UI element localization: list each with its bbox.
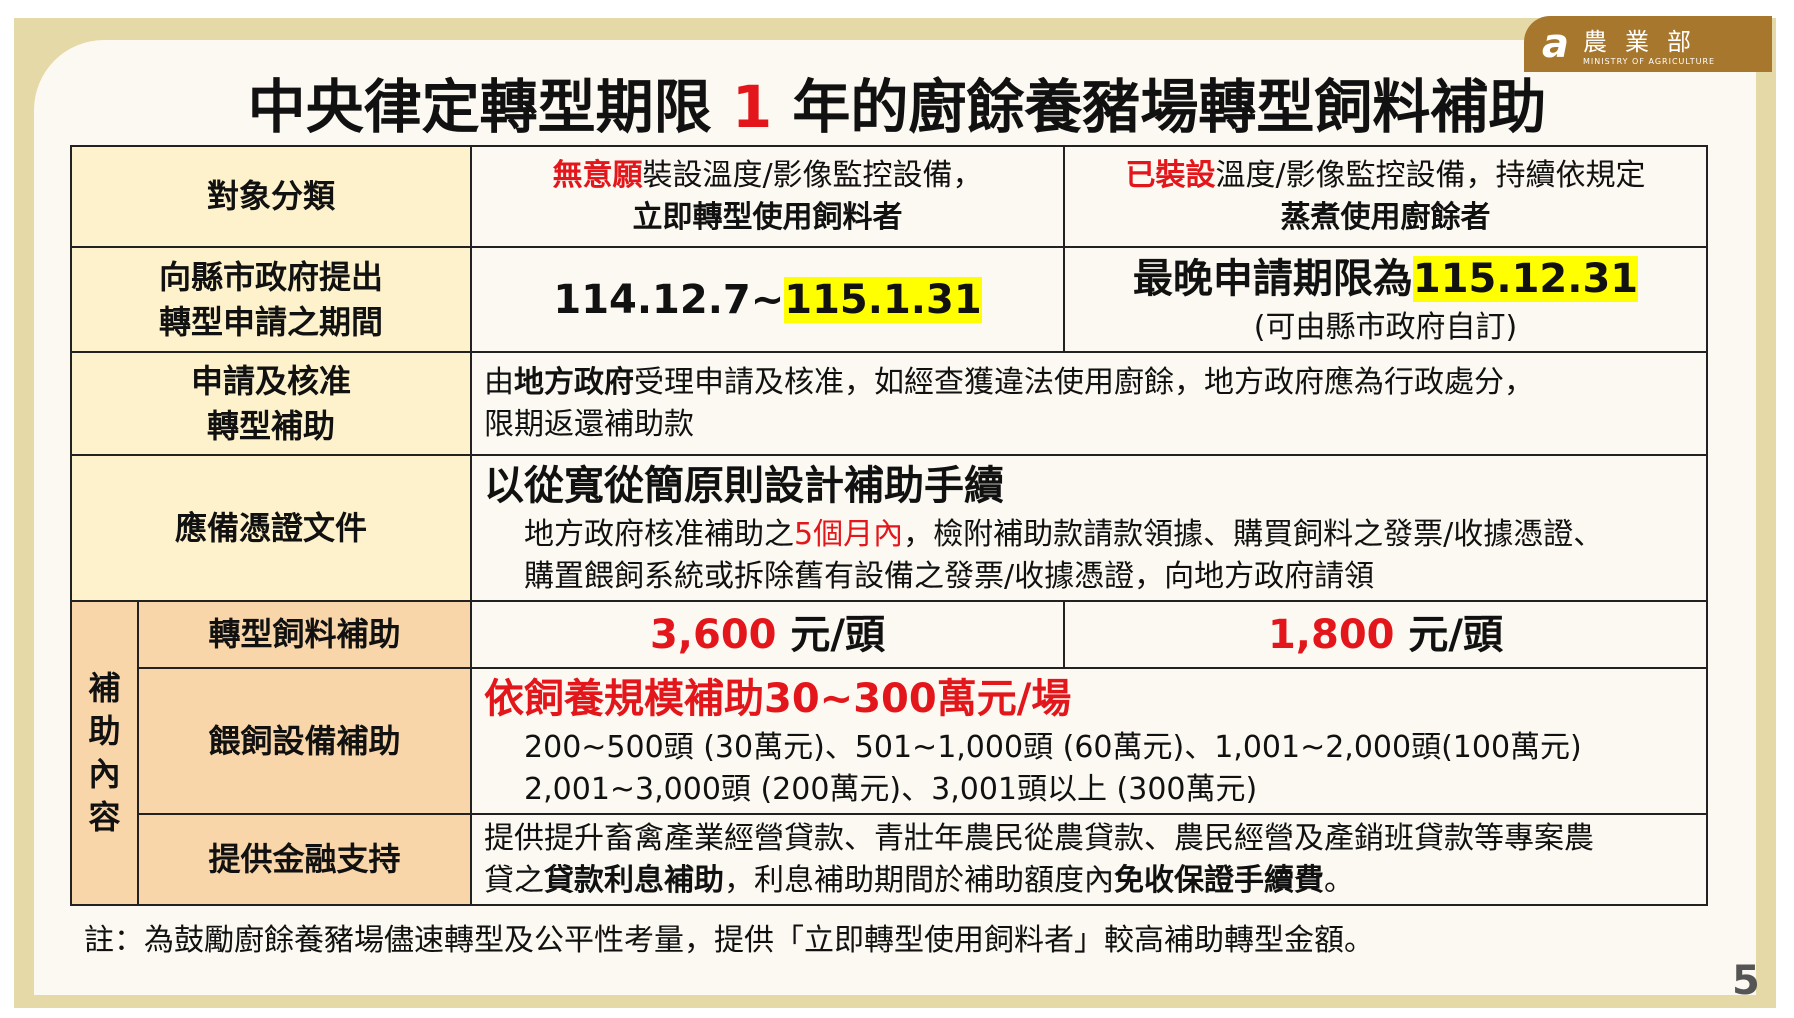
subsidy-table: 對象分類 無意願裝設溫度/影像監控設備， 立即轉型使用飼料者 已裝設溫度/影像監控… [69,145,1708,906]
amount: 1,800 [1267,611,1395,658]
group-label: 補助內容 [70,600,139,906]
table-row: 餵飼設備補助 依飼養規模補助30~300萬元/場 200~500頭 (30萬元)、… [71,667,1708,815]
cell: 提供提升畜禽產業經營貸款、青壯年農民從農貸款、農民經營及產銷班貸款等專案農 貸之貸… [470,813,1708,906]
table-row: 向縣市政府提出 轉型申請之期間 114.12.7~115.1.31 最晚申請期限為… [69,246,1708,353]
table-row: 補助內容 轉型飼料補助 3,600 元/頭 1,800 元/頭 [70,600,1708,906]
text: 裝設溫度/影像監控設備， [642,157,983,193]
text: 立即轉型使用飼料者 [632,199,903,235]
text: ，檢附補助款請款領據、購買飼料之發票/收據憑證、 [903,517,1604,552]
cell: 無意願裝設溫度/影像監控設備， 立即轉型使用飼料者 [470,145,1066,248]
cell: 已裝設溫度/影像監控設備，持續依規定蒸煮使用廚餘者 [1063,145,1708,248]
text: (可由縣市政府自訂) [1253,309,1518,345]
highlight-date: 115.12.31 [1412,255,1639,302]
text: 提供提升畜禽產業經營貸款、青壯年農民從農貸款、農民經營及產銷班貸款等專案農 [484,820,1595,856]
row-label: 對象分類 [69,145,473,248]
text: 。 [1324,862,1355,898]
text: 向縣市政府提出 [159,257,384,296]
unit: 元/頭 [776,611,886,658]
text: 依飼養規模補助30~300萬元/場 [484,676,1072,722]
red-text: 已裝設 [1125,157,1216,193]
cell: 由地方政府受理申請及核准，如經查獲違法使用廚餘，地方政府應為行政處分， 限期返還補… [470,351,1708,456]
text: 溫度/影像監控設備，持續依規定 [1215,157,1646,193]
table-row: 申請及核准轉型補助 由地方政府受理申請及核准，如經查獲違法使用廚餘，地方政府應為… [69,351,1708,456]
text: 200~500頭 (30萬元)、501~1,000頭 (60萬元)、1,001~… [524,730,1582,765]
text: 由 [484,364,515,400]
ministry-logo: a 農業部 MINISTRY OF AGRICULTURE [1524,16,1772,72]
text: 地方政府核准補助之 [524,517,795,552]
page-number: 5 [1732,958,1760,1004]
text: 免收保證手續費 [1114,862,1325,898]
title-post: 年的廚餘養豬場轉型飼料補助 [772,73,1547,141]
text: 以從寬從簡原則設計補助手續 [484,463,1005,509]
title-num: 1 [731,73,773,141]
red-text: 無意願 [552,157,643,193]
row-label: 申請及核准 轉型補助 [69,351,473,456]
logo-emblem-icon: a [1542,21,1569,67]
text: ，利息補助期間於補助額度內 [724,862,1115,898]
highlight-date: 115.1.31 [784,276,982,323]
text: 受理申請及核准，如經查獲違法使用廚餘，地方政府應為行政處分， [634,364,1535,400]
row-label: 應備憑證文件 [69,454,473,602]
row-label: 向縣市政府提出 轉型申請之期間 [69,246,473,353]
text: 2,001~3,000頭 (200萬元)、3,001頭以上 (300萬元) [524,772,1258,807]
title-pre: 中央律定轉型期限 [247,73,732,141]
text: 內 [88,755,121,793]
text: 助 [88,711,121,750]
row-label: 轉型飼料補助 [136,600,473,669]
text: 補 [88,668,121,707]
text: 地方政府 [514,364,635,400]
row-label: 餵飼設備補助 [136,667,473,815]
cell: 依飼養規模補助30~300萬元/場 200~500頭 (30萬元)、501~1,0… [470,667,1708,815]
cell: 1,800 元/頭 [1063,600,1708,669]
text: 申請及核准 [191,361,352,400]
text: 貸款利息補助 [544,862,725,898]
cell: 以從寬從簡原則設計補助手續地方政府核准補助之5個月內，檢附補助款請款領據、購買飼… [470,454,1708,602]
text: 114.12.7~ [553,276,785,323]
cell: 最晚申請期限為115.12.31 (可由縣市政府自訂) [1063,246,1708,353]
text: 最晚申請期限為 [1132,255,1413,302]
page-title: 中央律定轉型期限 1 年的廚餘養豬場轉型飼料補助 [0,60,1794,144]
row-label: 提供金融支持 [136,813,473,906]
table-row: 應備憑證文件 以從寬從簡原則設計補助手續地方政府核准補助之5個月內，檢附補助款請… [69,454,1708,602]
text: 容 [88,798,121,837]
cell: 3,600 元/頭 [470,600,1066,669]
text: 轉型申請之期間 [159,302,384,341]
text: 購置餵飼系統或拆除舊有設備之發票/收據憑證，向地方政府請領 [524,559,1375,594]
text: 蒸煮使用廚餘者 [1280,199,1491,235]
cell: 114.12.7~115.1.31 [470,246,1066,353]
red-text: 5個月內 [794,517,904,552]
text: 貸之 [484,862,545,898]
table-row: 對象分類 無意願裝設溫度/影像監控設備， 立即轉型使用飼料者 已裝設溫度/影像監控… [69,145,1708,248]
amount: 3,600 [649,611,777,658]
logo-zh: 農業部 [1583,28,1709,56]
unit: 元/頭 [1394,611,1504,658]
footnote: 註：為鼓勵廚餘養豬場儘速轉型及公平性考量，提供「立即轉型使用飼料者」較高補助轉型… [84,923,1374,958]
text: 限期返還補助款 [484,406,695,442]
logo-en: MINISTRY OF AGRICULTURE [1583,57,1716,66]
table-row: 提供金融支持 提供提升畜禽產業經營貸款、青壯年農民從農貸款、農民經營及產銷班貸款… [71,813,1708,906]
text: 轉型補助 [207,406,336,445]
